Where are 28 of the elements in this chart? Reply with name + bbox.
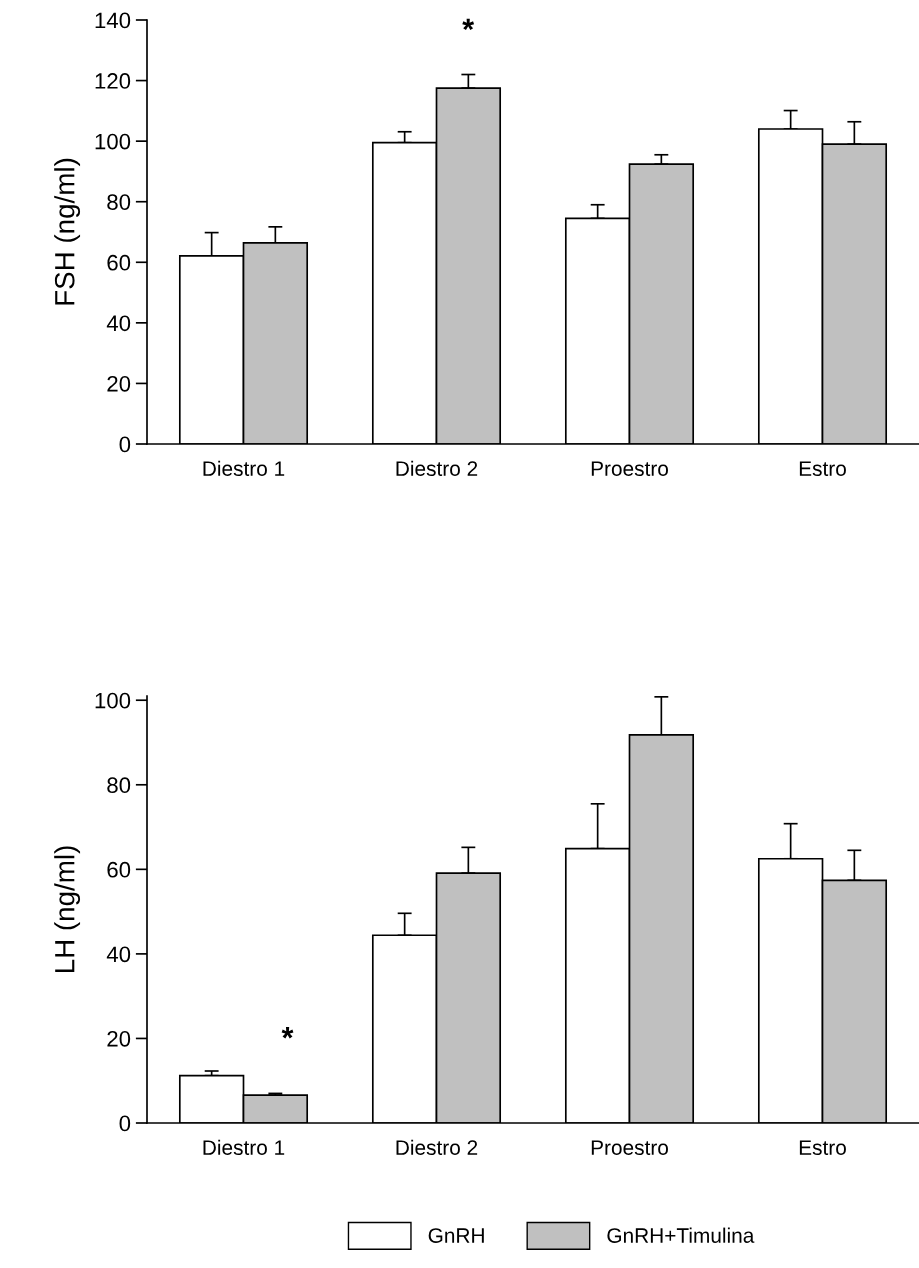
x-tick-label: Proestro <box>591 461 668 476</box>
y-tick-label: 0 <box>119 436 131 453</box>
annotation: * <box>462 18 475 31</box>
x-tick-label: Diestro 2 <box>396 1139 478 1155</box>
legend-label: GnRH <box>428 1228 484 1243</box>
y-tick-label: 0 <box>119 1115 131 1132</box>
x-tick-label: Diestro 1 <box>203 1139 285 1155</box>
annotation: * <box>281 1027 294 1039</box>
y-tick-label: 40 <box>106 946 131 963</box>
y-axis-title: FSH (ng/ml) <box>54 158 81 305</box>
x-tick-label: Diestro 1 <box>203 460 285 476</box>
y-axis-title: LH (ng/ml) <box>54 846 81 973</box>
x-tick-label: Estro <box>799 461 846 476</box>
y-tick-label: 100 <box>95 692 131 709</box>
y-tick-label: 20 <box>107 1030 131 1047</box>
y-tick-label: 60 <box>107 861 131 878</box>
y-tick-label: 80 <box>107 194 131 210</box>
x-tick-label: Proestro <box>591 1140 668 1155</box>
y-tick-label: 120 <box>95 73 131 89</box>
y-tick-label: 100 <box>95 133 131 150</box>
y-tick-label: 60 <box>107 254 131 271</box>
y-tick-label: 20 <box>107 375 131 392</box>
y-tick-label: 80 <box>107 777 131 794</box>
x-tick-label: Estro <box>799 1140 846 1155</box>
legend-label: GnRH+Timulina <box>607 1227 755 1243</box>
y-tick-label: 140 <box>95 12 131 29</box>
y-tick-label: 40 <box>106 315 131 332</box>
x-tick-label: Diestro 2 <box>396 460 478 476</box>
